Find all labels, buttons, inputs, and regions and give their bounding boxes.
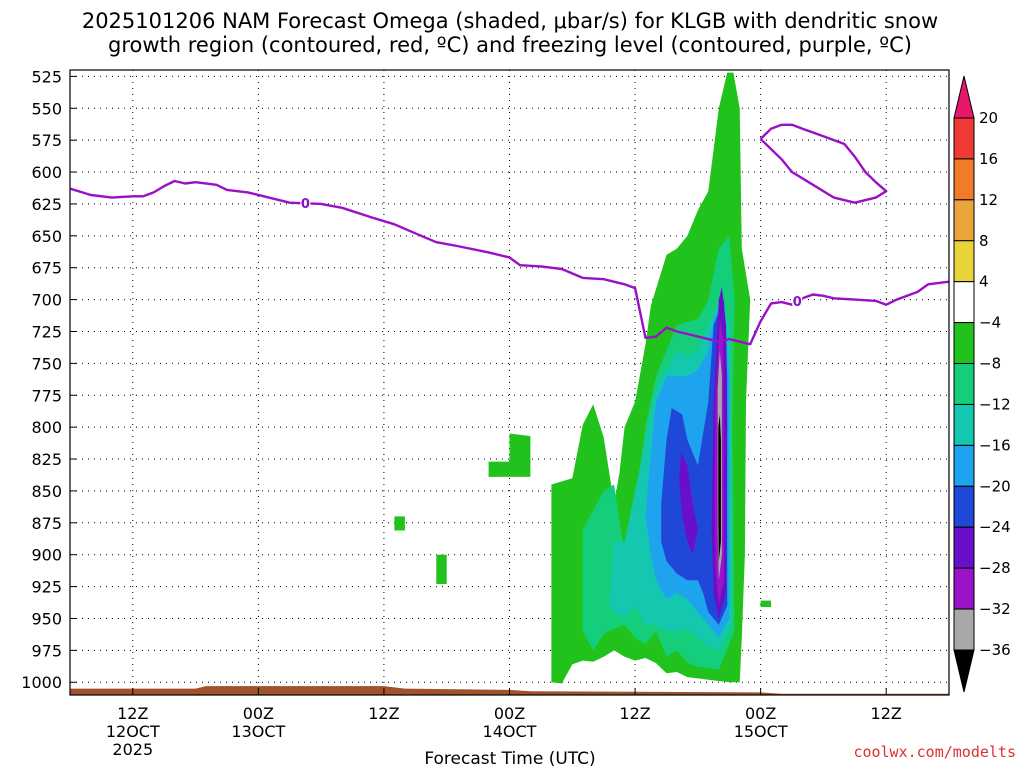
colorbar-label: 4 xyxy=(979,273,989,291)
chart-title-line1: 2025101206 NAM Forecast Omega (shaded, μ… xyxy=(82,9,938,33)
colorbar-label: 20 xyxy=(979,109,998,127)
freezing-level-closed-contour xyxy=(759,123,888,204)
y-axis: 525 550 575 600 625 650 675 700 725 750 775 800 825 8… xyxy=(21,67,77,692)
y-tick-label: 575 xyxy=(31,131,62,150)
colorbar-swatch xyxy=(953,608,975,651)
x-tick-label: 00Z xyxy=(745,704,776,723)
x-tick-label: 12OCT xyxy=(106,722,160,741)
y-tick-label: 650 xyxy=(31,227,62,246)
colorbar-swatch xyxy=(953,444,975,487)
colorbar-swatch xyxy=(953,526,975,569)
omega-region xyxy=(679,452,698,555)
colorbar-swatch xyxy=(953,567,975,610)
chart-title-line2: growth region (contoured, red, ºC) and f… xyxy=(108,33,912,57)
colorbar-label: −20 xyxy=(979,477,1011,495)
y-tick-label: 750 xyxy=(31,354,62,373)
colorbar-swatch xyxy=(953,403,975,446)
colorbar-bottom-arrow xyxy=(953,649,975,693)
x-tick-label: 13OCT xyxy=(231,722,285,741)
x-tick-label: 00Z xyxy=(243,704,274,723)
omega-region xyxy=(718,414,721,562)
colorbar-label: −36 xyxy=(979,641,1011,659)
y-tick-label: 700 xyxy=(31,291,62,310)
y-tick-label: 900 xyxy=(31,546,62,565)
contour-label-bg xyxy=(300,195,311,210)
x-tick-label: 12Z xyxy=(117,704,148,723)
y-tick-label: 725 xyxy=(31,322,62,341)
freezing-level-contour: 00 xyxy=(70,123,949,346)
freezing-level-line xyxy=(70,179,949,346)
colorbar-label: −8 xyxy=(979,355,1001,373)
x-tick-label: 14OCT xyxy=(483,722,537,741)
omega-region xyxy=(760,600,772,607)
colorbar-swatch xyxy=(953,199,975,242)
x-tick-label: 12Z xyxy=(871,704,902,723)
colorbar-label: −12 xyxy=(979,395,1011,413)
contour-label-bg xyxy=(792,294,803,309)
colorbar-swatch xyxy=(953,363,975,405)
freezing-level-label: 0 xyxy=(301,197,310,212)
colorbar-label: −28 xyxy=(979,559,1011,577)
colorbar-label: −32 xyxy=(979,600,1011,618)
colorbar-swatch xyxy=(953,158,975,201)
colorbar-label: −24 xyxy=(979,518,1011,536)
colorbar-label: 12 xyxy=(979,191,998,209)
freezing-level-label: 0 xyxy=(793,295,802,310)
omega-region xyxy=(436,554,447,584)
x-tick-label: 12Z xyxy=(368,704,399,723)
colorbar-label: −4 xyxy=(979,314,1001,332)
colorbar-label: 16 xyxy=(979,150,998,168)
x-axis-label: Forecast Time (UTC) xyxy=(424,749,595,768)
omega-region xyxy=(488,433,531,477)
omega-shading xyxy=(394,72,772,684)
y-tick-label: 850 xyxy=(31,482,62,501)
colorbar: 20 16 12 8 4 −4 −8 −12 −16 −20 −24 −28 −32 −36 xyxy=(953,75,1011,693)
colorbar-label: −16 xyxy=(979,436,1011,454)
x-tick-label: 00Z xyxy=(494,704,525,723)
omega-region xyxy=(394,516,405,531)
y-tick-label: 800 xyxy=(31,418,62,437)
y-tick-label: 875 xyxy=(31,514,62,533)
colorbar-swatch xyxy=(953,281,975,324)
colorbar-swatch xyxy=(953,322,975,365)
credit-text: coolwx.com/modelts xyxy=(853,743,1016,761)
y-tick-label: 775 xyxy=(31,386,62,405)
y-tick-label: 925 xyxy=(31,578,62,597)
y-tick-label: 1000 xyxy=(21,673,62,692)
y-tick-label: 675 xyxy=(31,259,62,278)
plot-frame xyxy=(69,69,950,696)
colorbar-swatch xyxy=(953,485,975,528)
y-tick-label: 825 xyxy=(31,450,62,469)
colorbar-swatch xyxy=(953,117,975,160)
colorbar-label: 8 xyxy=(979,232,989,250)
x-tick-label: 12Z xyxy=(619,704,650,723)
y-tick-label: 975 xyxy=(31,641,62,660)
omega-region xyxy=(661,299,728,625)
y-tick-label: 950 xyxy=(31,609,62,628)
y-tick-label: 550 xyxy=(31,99,62,118)
y-tick-label: 600 xyxy=(31,163,62,182)
x-tick-label: 15OCT xyxy=(734,722,788,741)
y-tick-label: 625 xyxy=(31,195,62,214)
x-tick-label: 2025 xyxy=(112,740,153,759)
colorbar-top-arrow xyxy=(953,75,975,119)
y-tick-label: 525 xyxy=(31,67,62,86)
colorbar-swatch xyxy=(953,240,975,283)
